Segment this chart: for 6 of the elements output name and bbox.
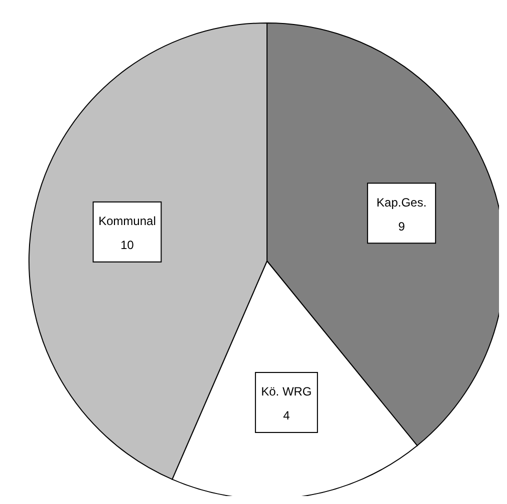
data-label: 10 — [120, 238, 134, 252]
data-label: 4 — [283, 408, 290, 423]
data-label: 9 — [398, 219, 406, 234]
slice-label: Kommunal — [98, 214, 156, 228]
slice-label: Kö. WRG — [261, 384, 312, 399]
slice-label: Kap.Ges. — [376, 195, 427, 210]
